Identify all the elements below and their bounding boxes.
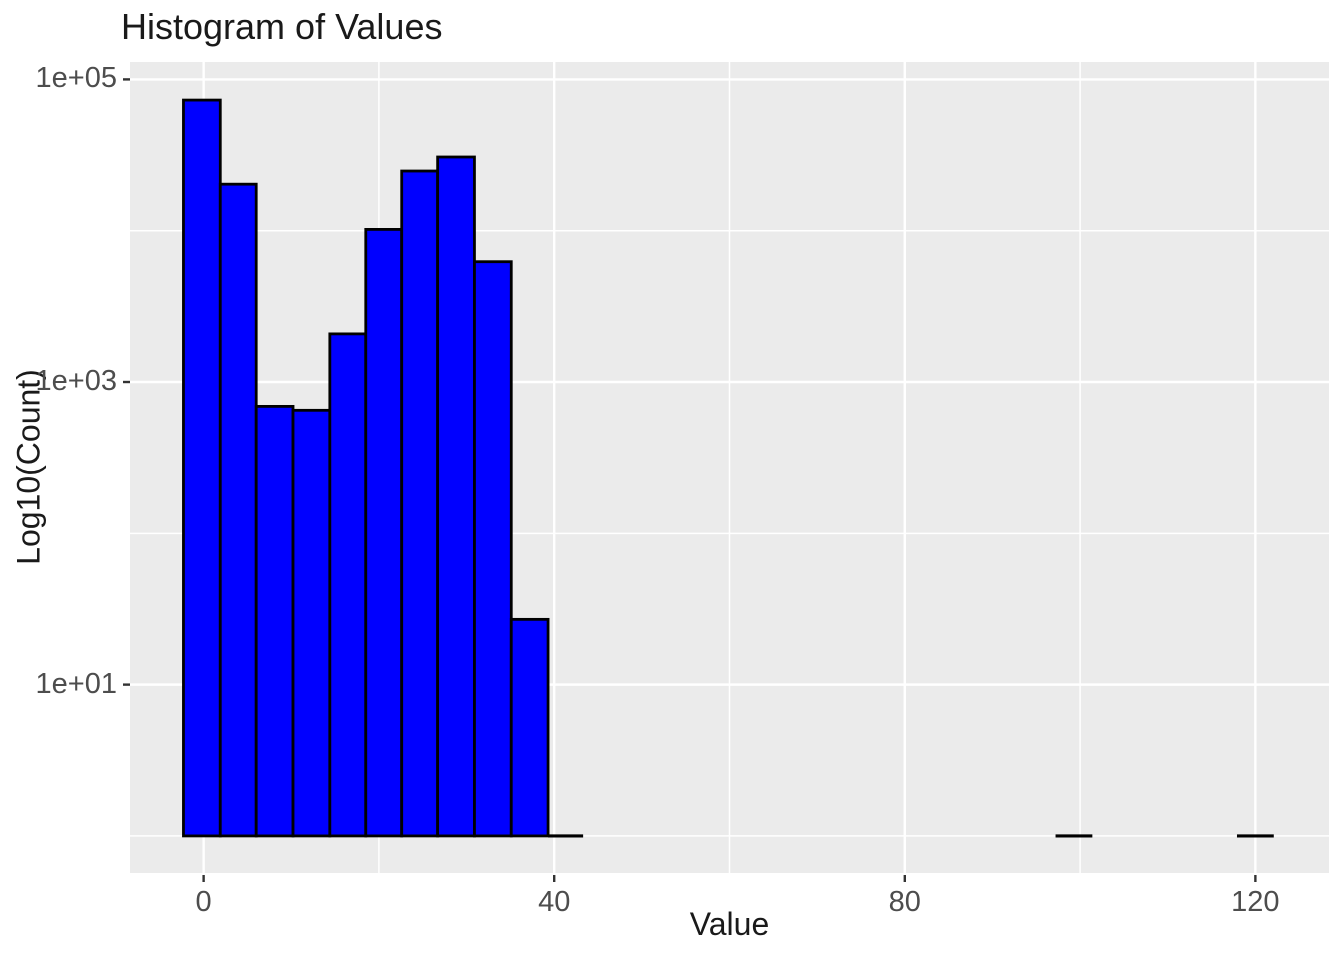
- histogram-bar: [218, 182, 258, 838]
- histogram-bar: [254, 404, 295, 838]
- histogram-bar: [436, 155, 476, 838]
- chart-title: Histogram of Values: [121, 6, 443, 47]
- histogram-bar: [364, 228, 404, 838]
- histogram-bar: [509, 617, 550, 838]
- histogram-bar: [400, 169, 440, 838]
- x-axis-title: Value: [689, 906, 770, 942]
- histogram-bar: [182, 98, 222, 838]
- histogram-bar: [291, 408, 332, 838]
- histogram-bar: [473, 260, 513, 838]
- histogram-bar: [328, 332, 368, 838]
